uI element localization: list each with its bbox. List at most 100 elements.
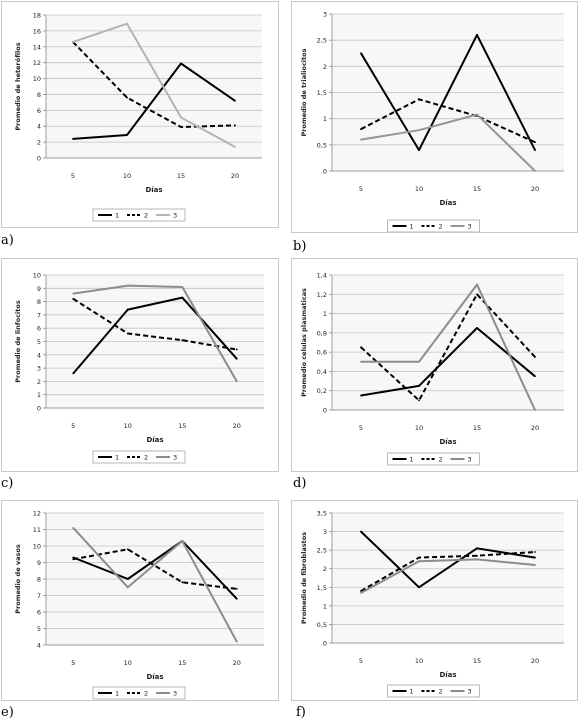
legend-label-2: 2 [144,454,148,462]
legend: 1 2 3 [92,450,186,464]
x-tick-label: 15 [177,172,185,180]
data-point-3 [360,360,362,363]
y-tick-label: 3 [37,365,41,373]
data-point-1 [534,149,536,151]
series-line-1 [360,327,536,397]
y-tick-label: 12 [33,59,41,67]
y-tick-label: 1 [323,602,327,610]
data-point-3 [534,170,536,172]
panel-label-c: c) [1,476,14,491]
data-point-3 [234,145,236,148]
series-line-2 [360,551,536,592]
data-point-3 [126,586,129,589]
data-point-3 [126,284,129,287]
series-line-3 [361,283,536,411]
y-tick-label: 0,2 [317,387,327,395]
y-tick-label: 2,5 [317,37,327,45]
data-point-2 [181,581,184,584]
x-tick-label: 15 [178,659,186,667]
series-line-3 [73,284,238,382]
x-axis-title: Días [439,671,456,679]
y-tick-label: 2 [323,63,327,71]
chart-panel-f: 0 0,5 1 1,5 2 2,5 3 3,5 5 10 15 20 Días Promedio de f… [291,500,578,701]
data-point-1 [534,375,536,378]
y-tick-label: 5 [37,625,41,633]
data-point-2 [180,126,182,128]
y-tick-label: 8 [37,91,41,99]
legend-label-1: 1 [410,688,414,696]
y-tick-label: 10 [33,272,41,280]
y-axis-title: Promedio de trialiocitos [300,48,308,136]
data-point-1 [126,134,128,136]
data-point-1 [72,138,74,140]
data-point-3 [418,360,420,363]
y-tick-label: 0 [37,155,41,163]
legend: 1 2 3 [387,452,480,466]
legend-label-1: 1 [410,456,414,464]
data-point-2 [476,554,478,557]
data-point-3 [360,591,362,594]
legend: 1 2 3 [387,219,480,232]
series-line-1 [72,540,238,600]
chart-svg: 0 0,5 1 1,5 2 2,5 3 3,5 5 10 15 20 Días Promedio de f… [300,510,564,698]
data-point-1 [126,578,129,580]
chart-panel-d: 0 0,2 0,4 0,6 0,8 1 1,2 1,4 5 10 15 20 Días Promedio … [291,258,578,472]
legend-label-2: 2 [439,223,443,231]
data-point-3 [534,409,536,411]
data-point-1 [360,530,362,533]
legend: 1 2 3 [387,684,480,698]
y-tick-label: 0 [323,407,327,415]
data-point-2 [235,588,238,590]
y-axis-title: Promedio de vasos [14,544,22,614]
x-tick-label: 5 [359,657,363,665]
x-tick-label: 10 [124,659,132,667]
data-point-2 [360,590,362,592]
x-tick-label: 20 [233,659,241,667]
legend-label-2: 2 [144,690,148,698]
x-axis-title: Días [146,673,163,681]
y-tick-label: 10 [33,543,41,551]
data-point-1 [126,308,129,311]
chart-svg: 0 0,5 1 1,5 2 2,5 3 5 10 15 20 Días Promedio de tria… [300,11,564,232]
panel-label-f: f) [296,705,306,720]
legend: 1 2 3 [92,208,186,222]
x-tick-label: 20 [233,422,241,430]
y-tick-label: 14 [33,43,41,51]
y-tick-label: 16 [33,27,41,35]
y-tick-label: 3 [323,11,327,19]
y-axis-title: Promedio de heterófilos [14,42,22,130]
legend-label-2: 2 [144,212,148,220]
data-point-1 [418,384,420,387]
data-point-2 [126,548,129,551]
chart-svg: 0 0,2 0,4 0,6 0,8 1 1,2 1,4 5 10 15 20 Días Promedio … [300,272,564,466]
data-point-3 [235,380,238,383]
legend: 1 2 3 [92,686,186,700]
panel-label-a: a) [1,233,14,248]
y-axis-title: Promedio de fibroblastos [300,532,308,624]
panel-label-b: b) [293,239,307,254]
x-tick-label: 5 [71,659,75,667]
x-tick-label: 10 [124,422,132,430]
legend-label-1: 1 [115,454,119,462]
plot-area [332,275,564,410]
data-point-3 [235,640,238,643]
data-point-3 [72,526,75,529]
data-point-1 [234,99,236,102]
data-point-2 [360,346,362,349]
series-line-2 [360,98,536,144]
data-point-2 [418,98,420,101]
x-tick-label: 15 [178,422,186,430]
x-tick-label: 10 [415,424,423,432]
series-line-2 [360,293,536,402]
data-point-3 [72,41,74,43]
data-point-1 [181,296,184,299]
y-tick-label: 1 [323,310,327,318]
x-tick-label: 15 [473,424,481,432]
x-axis-title: Días [146,436,163,444]
data-point-3 [126,22,128,25]
data-point-1 [360,394,362,397]
y-tick-label: 7 [37,311,41,319]
y-axis-title: Promedio de linfocitos [14,300,22,383]
data-point-3 [360,138,362,141]
data-point-3 [476,283,478,286]
